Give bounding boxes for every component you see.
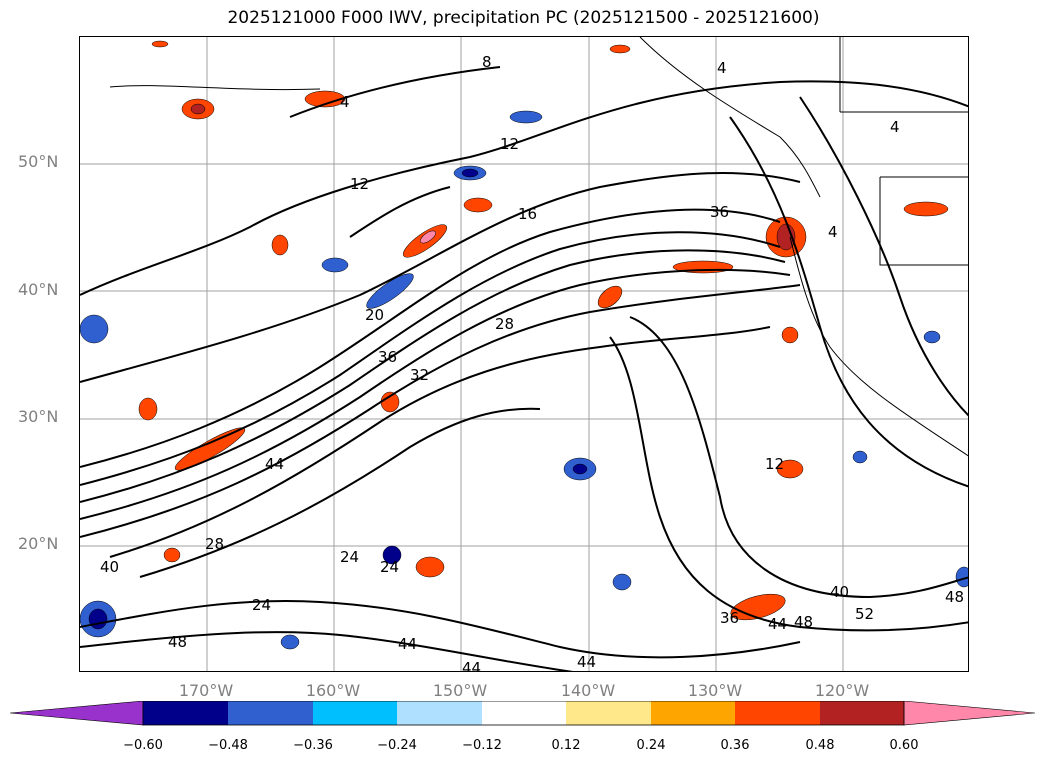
contour-label: 32	[410, 366, 429, 384]
contour-label: 44	[398, 635, 417, 653]
contour-labels: 8 4 4 12 12 16 20 28 36 32 44 36 4 4 12 …	[100, 53, 964, 672]
contour-label: 12	[500, 135, 519, 153]
colorbar-tick: −0.60	[123, 738, 163, 753]
contour-label: 24	[380, 558, 399, 576]
contour-label: 44	[265, 455, 284, 473]
contour-label: 4	[828, 223, 838, 241]
colorbar-tick: −0.12	[462, 738, 502, 753]
lon-label-170w: 170°W	[178, 681, 234, 700]
contour-label: 44	[462, 659, 481, 672]
colorbar-tick: 0.60	[889, 738, 919, 753]
coastlines	[109, 37, 968, 457]
lat-label-40: 40°N	[18, 280, 59, 299]
contour-label: 4	[890, 118, 900, 136]
contour-label: 48	[168, 633, 187, 651]
colorbar-bin	[397, 701, 482, 725]
contour-label: 48	[794, 613, 813, 631]
lat-label-30: 30°N	[18, 407, 59, 426]
map-panel: 8 4 4 12 12 16 20 28 36 32 44 36 4 4 12 …	[79, 36, 969, 672]
colorbar-bin	[820, 701, 904, 725]
colorbar-tick: 0.12	[551, 738, 581, 753]
contour-label: 16	[518, 205, 537, 223]
contour-label: 24	[252, 596, 271, 614]
contour-label: 8	[482, 53, 492, 71]
contour-label: 52	[855, 605, 874, 623]
map-title: 2025121000 F000 IWV, precipitation PC (2…	[227, 8, 820, 28]
colorbar-bin	[143, 701, 228, 725]
contour-label: 20	[365, 306, 384, 324]
colorbar-tick: 0.48	[805, 738, 835, 753]
colorbar-tick: −0.48	[208, 738, 248, 753]
contour-label: 12	[765, 455, 784, 473]
colorbar-tick: 0.36	[720, 738, 750, 753]
contour-label: 28	[205, 535, 224, 553]
contour-label: 48	[945, 588, 964, 606]
colorbar-tick: −0.36	[293, 738, 333, 753]
colorbar-bin	[735, 701, 820, 725]
colorbar-tick: −0.24	[377, 738, 417, 753]
contour-label: 24	[340, 548, 359, 566]
colorbar-bin	[651, 701, 735, 725]
lon-label-150w: 150°W	[432, 681, 488, 700]
iwv-contours	[80, 66, 968, 671]
contour-label: 44	[768, 615, 787, 633]
contour-label: 40	[830, 583, 849, 601]
contour-label: 4	[340, 93, 350, 111]
contour-label: 44	[577, 653, 596, 671]
contour-label: 40	[100, 558, 119, 576]
colorbar-extend-right	[903, 701, 1036, 726]
lat-label-20: 20°N	[18, 534, 59, 553]
colorbar-bin	[228, 701, 313, 725]
colorbar	[10, 701, 1036, 726]
colorbar-bin	[566, 701, 651, 725]
contour-label: 12	[350, 175, 369, 193]
lat-label-50: 50°N	[18, 152, 59, 171]
lon-label-140w: 140°W	[560, 681, 616, 700]
lon-label-160w: 160°W	[305, 681, 361, 700]
colorbar-tick: 0.24	[636, 738, 666, 753]
contour-label: 28	[495, 315, 514, 333]
colorbar-extend-left	[10, 701, 144, 726]
contour-label: 36	[710, 203, 729, 221]
lon-label-130w: 130°W	[687, 681, 743, 700]
colorbar-bin	[482, 701, 566, 725]
gridlines	[80, 37, 968, 671]
colorbar-bin	[313, 701, 397, 725]
contour-label: 4	[717, 59, 727, 77]
lon-label-120w: 120°W	[814, 681, 870, 700]
map-canvas: 8 4 4 12 12 16 20 28 36 32 44 36 4 4 12 …	[80, 37, 968, 672]
contour-label: 36	[378, 348, 397, 366]
contour-label: 36	[720, 609, 739, 627]
